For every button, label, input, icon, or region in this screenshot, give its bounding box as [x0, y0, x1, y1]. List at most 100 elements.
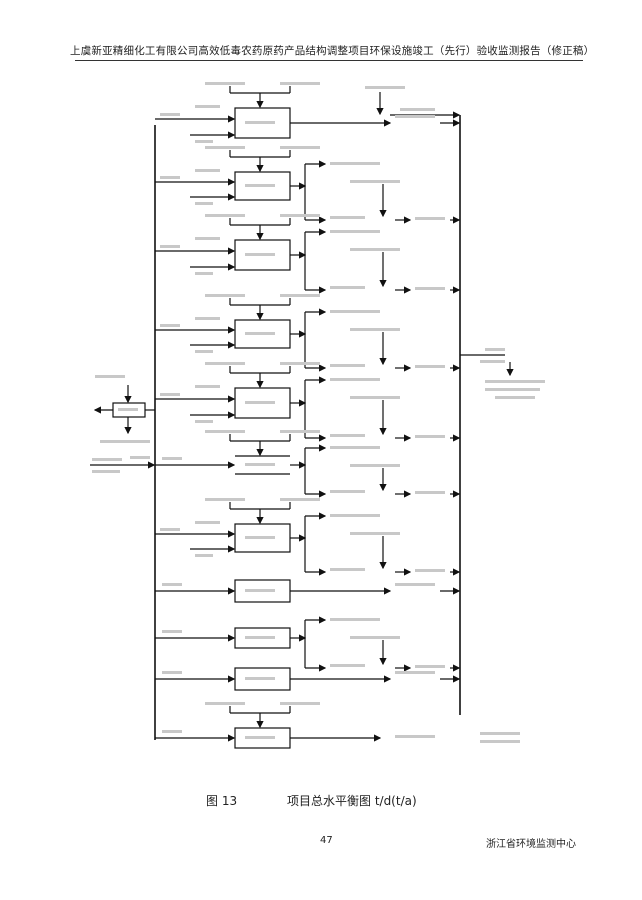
illegible-label	[195, 202, 213, 205]
illegible-label	[245, 184, 275, 187]
illegible-label	[118, 408, 138, 411]
illegible-label	[205, 702, 245, 705]
illegible-label	[395, 583, 435, 586]
illegible-label	[330, 618, 380, 621]
illegible-label	[195, 140, 213, 143]
illegible-label	[280, 82, 320, 85]
illegible-label	[395, 735, 435, 738]
illegible-label	[480, 360, 505, 363]
illegible-label	[395, 671, 435, 674]
illegible-label	[245, 253, 275, 256]
illegible-label	[205, 82, 245, 85]
illegible-label	[330, 490, 365, 493]
illegible-label	[350, 248, 400, 251]
illegible-label	[162, 671, 182, 674]
organization-name: 浙江省环境监测中心	[486, 839, 576, 850]
illegible-label	[415, 665, 445, 668]
illegible-label	[160, 324, 180, 327]
illegible-label	[350, 464, 400, 467]
illegible-label	[205, 146, 245, 149]
illegible-label	[162, 730, 182, 733]
illegible-label	[330, 514, 380, 517]
illegible-label	[280, 146, 320, 149]
illegible-label	[415, 569, 445, 572]
illegible-label	[92, 458, 122, 461]
illegible-label	[195, 385, 220, 388]
illegible-label	[280, 214, 320, 217]
figure-title: 项目总水平衡图 t/d(t/a)	[287, 794, 417, 808]
illegible-label	[92, 470, 120, 473]
illegible-label	[485, 380, 545, 383]
illegible-label	[415, 435, 445, 438]
illegible-label	[395, 115, 435, 118]
illegible-label	[480, 732, 520, 735]
illegible-label	[495, 396, 535, 399]
illegible-label	[400, 108, 435, 111]
illegible-label	[205, 362, 245, 365]
illegible-label	[415, 287, 445, 290]
illegible-label	[280, 702, 320, 705]
illegible-label	[350, 636, 400, 639]
illegible-label	[330, 378, 380, 381]
illegible-label	[160, 176, 180, 179]
illegible-label	[245, 332, 275, 335]
illegible-label	[162, 630, 182, 633]
illegible-label	[100, 440, 150, 443]
illegible-label	[280, 430, 320, 433]
illegible-label	[330, 230, 380, 233]
illegible-label	[485, 348, 505, 351]
illegible-label	[195, 237, 220, 240]
illegible-label	[195, 350, 213, 353]
illegible-label	[160, 393, 180, 396]
illegible-label	[280, 362, 320, 365]
illegible-label	[415, 217, 445, 220]
illegible-label	[350, 180, 400, 183]
illegible-label	[245, 536, 275, 539]
illegible-label	[245, 589, 275, 592]
illegible-label	[415, 491, 445, 494]
illegible-label	[245, 401, 275, 404]
illegible-label	[330, 434, 365, 437]
illegible-label	[245, 677, 275, 680]
illegible-label	[205, 430, 245, 433]
illegible-label	[330, 286, 365, 289]
illegible-label	[205, 498, 245, 501]
illegible-label	[350, 396, 400, 399]
illegible-label	[195, 105, 220, 108]
water-balance-diagram	[90, 82, 545, 749]
illegible-label	[415, 365, 445, 368]
process-box	[234, 171, 291, 201]
page-number: 47	[320, 835, 333, 846]
illegible-label	[195, 169, 220, 172]
illegible-label	[195, 420, 213, 423]
illegible-label	[160, 113, 180, 116]
illegible-label	[245, 636, 275, 639]
illegible-label	[480, 740, 520, 743]
illegible-label	[245, 463, 275, 466]
illegible-label	[330, 162, 380, 165]
illegible-label	[350, 532, 400, 535]
illegible-label	[160, 245, 180, 248]
illegible-label	[205, 214, 245, 217]
header-rule	[75, 60, 583, 61]
illegible-label	[330, 364, 365, 367]
figure-number: 图 13	[206, 794, 238, 808]
illegible-label	[195, 272, 213, 275]
illegible-label	[330, 216, 365, 219]
illegible-label	[245, 736, 275, 739]
illegible-label	[162, 457, 182, 460]
illegible-label	[162, 583, 182, 586]
illegible-label	[330, 446, 380, 449]
illegible-label	[245, 121, 275, 124]
illegible-label	[330, 310, 380, 313]
illegible-label	[95, 375, 125, 378]
illegible-label	[330, 568, 365, 571]
illegible-label	[350, 328, 400, 331]
illegible-label	[195, 317, 220, 320]
illegible-label	[130, 456, 150, 459]
illegible-label	[195, 521, 220, 524]
illegible-label	[280, 294, 320, 297]
page-header: 上虞新亚精细化工有限公司高效低毒农药原药产品结构调整项目环保设施竣工（先行）验收…	[70, 45, 595, 57]
illegible-label	[330, 664, 365, 667]
illegible-label	[205, 294, 245, 297]
